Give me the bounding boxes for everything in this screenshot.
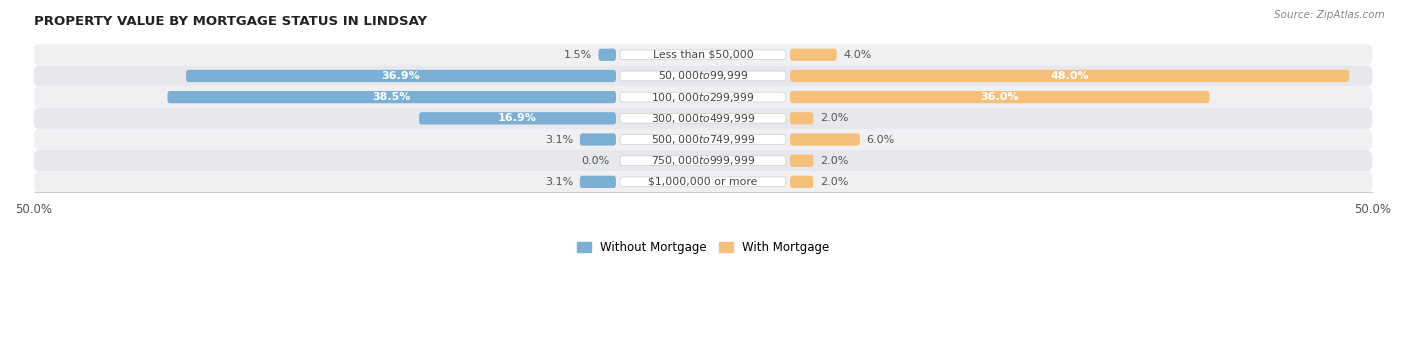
- Text: 36.0%: 36.0%: [980, 92, 1019, 102]
- FancyBboxPatch shape: [599, 49, 616, 61]
- Text: 38.5%: 38.5%: [373, 92, 411, 102]
- Text: $1,000,000 or more: $1,000,000 or more: [648, 177, 758, 187]
- Text: 0.0%: 0.0%: [581, 156, 609, 166]
- FancyBboxPatch shape: [34, 65, 1372, 87]
- Text: PROPERTY VALUE BY MORTGAGE STATUS IN LINDSAY: PROPERTY VALUE BY MORTGAGE STATUS IN LIN…: [34, 15, 426, 28]
- FancyBboxPatch shape: [790, 154, 813, 167]
- Text: $100,000 to $299,999: $100,000 to $299,999: [651, 91, 755, 104]
- FancyBboxPatch shape: [790, 176, 813, 188]
- Text: 2.0%: 2.0%: [820, 156, 848, 166]
- Text: 3.1%: 3.1%: [546, 134, 574, 145]
- Text: 2.0%: 2.0%: [820, 177, 848, 187]
- FancyBboxPatch shape: [34, 129, 1372, 150]
- Text: Source: ZipAtlas.com: Source: ZipAtlas.com: [1274, 10, 1385, 20]
- Text: 48.0%: 48.0%: [1050, 71, 1088, 81]
- FancyBboxPatch shape: [620, 135, 786, 144]
- Text: 16.9%: 16.9%: [498, 113, 537, 123]
- FancyBboxPatch shape: [620, 114, 786, 123]
- FancyBboxPatch shape: [34, 108, 1372, 129]
- Text: 2.0%: 2.0%: [820, 113, 848, 123]
- FancyBboxPatch shape: [790, 70, 1350, 82]
- FancyBboxPatch shape: [620, 156, 786, 166]
- FancyBboxPatch shape: [419, 112, 616, 124]
- FancyBboxPatch shape: [34, 150, 1372, 171]
- FancyBboxPatch shape: [34, 171, 1372, 192]
- Text: $750,000 to $999,999: $750,000 to $999,999: [651, 154, 755, 167]
- Text: $50,000 to $99,999: $50,000 to $99,999: [658, 70, 748, 83]
- FancyBboxPatch shape: [579, 133, 616, 146]
- Legend: Without Mortgage, With Mortgage: Without Mortgage, With Mortgage: [572, 236, 834, 258]
- FancyBboxPatch shape: [579, 176, 616, 188]
- Text: 4.0%: 4.0%: [844, 50, 872, 60]
- FancyBboxPatch shape: [790, 133, 860, 146]
- Text: Less than $50,000: Less than $50,000: [652, 50, 754, 60]
- Text: 1.5%: 1.5%: [564, 50, 592, 60]
- FancyBboxPatch shape: [620, 177, 786, 187]
- FancyBboxPatch shape: [34, 44, 1372, 65]
- FancyBboxPatch shape: [790, 112, 813, 124]
- Text: 3.1%: 3.1%: [546, 177, 574, 187]
- FancyBboxPatch shape: [620, 92, 786, 102]
- Text: $300,000 to $499,999: $300,000 to $499,999: [651, 112, 755, 125]
- Text: 36.9%: 36.9%: [381, 71, 420, 81]
- FancyBboxPatch shape: [790, 91, 1209, 103]
- FancyBboxPatch shape: [620, 71, 786, 81]
- FancyBboxPatch shape: [620, 50, 786, 60]
- FancyBboxPatch shape: [790, 49, 837, 61]
- FancyBboxPatch shape: [34, 87, 1372, 108]
- FancyBboxPatch shape: [186, 70, 616, 82]
- Text: $500,000 to $749,999: $500,000 to $749,999: [651, 133, 755, 146]
- FancyBboxPatch shape: [167, 91, 616, 103]
- Text: 6.0%: 6.0%: [866, 134, 894, 145]
